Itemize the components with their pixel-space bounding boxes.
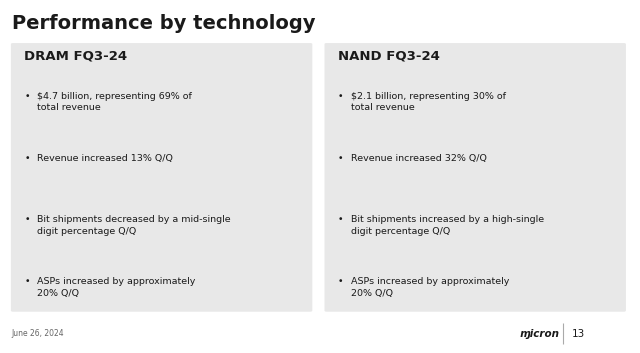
Text: Bit shipments decreased by a mid-single
digit percentage Q/Q: Bit shipments decreased by a mid-single … [37, 215, 231, 236]
Text: NAND FQ3-24: NAND FQ3-24 [338, 49, 440, 62]
Text: Bit shipments increased by a high-single
digit percentage Q/Q: Bit shipments increased by a high-single… [351, 215, 544, 236]
FancyBboxPatch shape [11, 43, 312, 312]
Text: •: • [338, 154, 344, 162]
Text: •: • [338, 215, 344, 224]
Text: Revenue increased 13% Q/Q: Revenue increased 13% Q/Q [37, 154, 173, 162]
Text: ASPs increased by approximately
20% Q/Q: ASPs increased by approximately 20% Q/Q [351, 277, 509, 298]
Text: Performance by technology: Performance by technology [12, 14, 315, 33]
Text: •: • [24, 277, 30, 286]
Text: $4.7 billion, representing 69% of
total revenue: $4.7 billion, representing 69% of total … [37, 92, 192, 112]
Text: DRAM FQ3-24: DRAM FQ3-24 [24, 49, 127, 62]
Text: •: • [24, 215, 30, 224]
Text: •: • [338, 92, 344, 101]
Text: •: • [24, 92, 30, 101]
Text: 13: 13 [572, 329, 586, 339]
Text: June 26, 2024: June 26, 2024 [12, 329, 64, 338]
Text: •: • [24, 154, 30, 162]
Text: •: • [338, 277, 344, 286]
Text: Revenue increased 32% Q/Q: Revenue increased 32% Q/Q [351, 154, 486, 162]
FancyBboxPatch shape [324, 43, 626, 312]
Text: $2.1 billion, representing 30% of
total revenue: $2.1 billion, representing 30% of total … [351, 92, 506, 112]
Text: ɱicron: ɱicron [520, 329, 559, 339]
Text: ASPs increased by approximately
20% Q/Q: ASPs increased by approximately 20% Q/Q [37, 277, 195, 298]
